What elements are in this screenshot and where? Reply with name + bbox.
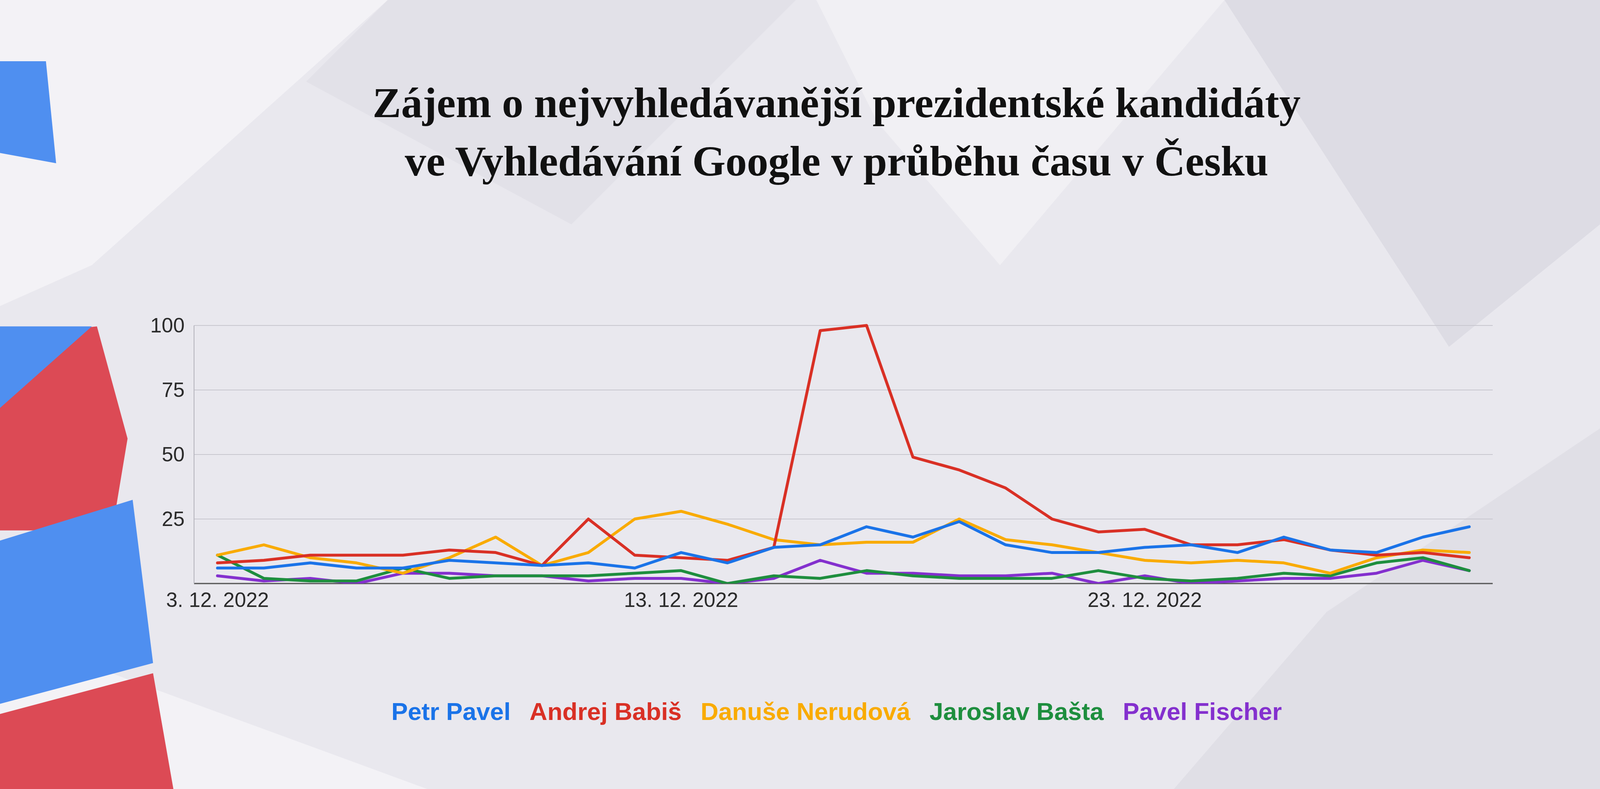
x-axis-line	[194, 583, 1493, 585]
x-tick-label: 13. 12. 2022	[624, 588, 739, 612]
grid-line	[194, 518, 1493, 520]
y-tick-label: 50	[161, 443, 185, 467]
legend-entry: Jaroslav Bašta	[929, 698, 1104, 726]
decor-shape	[816, 0, 1225, 266]
grid-line	[194, 454, 1493, 456]
series-line	[217, 325, 1470, 566]
y-axis: 25 50 75 100	[150, 314, 1493, 584]
grid-line	[194, 325, 1493, 327]
decor-shape	[0, 0, 388, 307]
decor-shape	[1224, 0, 1600, 347]
decor-shape	[0, 326, 92, 409]
x-axis: 3. 12. 2022 13. 12. 2022 23. 12. 2022	[166, 588, 1203, 612]
series-line	[217, 511, 1470, 574]
chart-title: ve Vyhledávání Google v průběhu času v Č…	[404, 137, 1269, 185]
decor-shape	[0, 326, 128, 531]
legend-entry: Petr Pavel	[391, 698, 511, 726]
y-tick-label: 100	[150, 314, 185, 338]
legend-entry: Andrej Babiš	[529, 698, 682, 726]
series-line	[217, 555, 1470, 584]
y-tick-label: 25	[161, 507, 185, 531]
series-lines	[217, 325, 1470, 584]
decor-shape	[0, 499, 153, 704]
chart-title: Zájem o nejvyhledávanější prezidentské k…	[372, 78, 1301, 127]
decor-shape	[0, 61, 57, 164]
y-tick-label: 75	[161, 378, 185, 402]
x-tick-label: 3. 12. 2022	[166, 588, 269, 612]
decor-shape	[1173, 428, 1600, 789]
x-tick-label: 23. 12. 2022	[1087, 588, 1203, 612]
decoration	[0, 0, 1600, 789]
legend-entry: Danuše Nerudová	[700, 698, 911, 726]
legend-entry: Pavel Fischer	[1122, 698, 1282, 726]
decor-shape	[0, 673, 174, 789]
series-line	[217, 521, 1470, 569]
grid-line	[194, 389, 1493, 391]
legend: Petr Pavel Andrej Babiš Danuše Nerudová Jar…	[391, 698, 1282, 726]
y-axis-line	[193, 325, 195, 584]
